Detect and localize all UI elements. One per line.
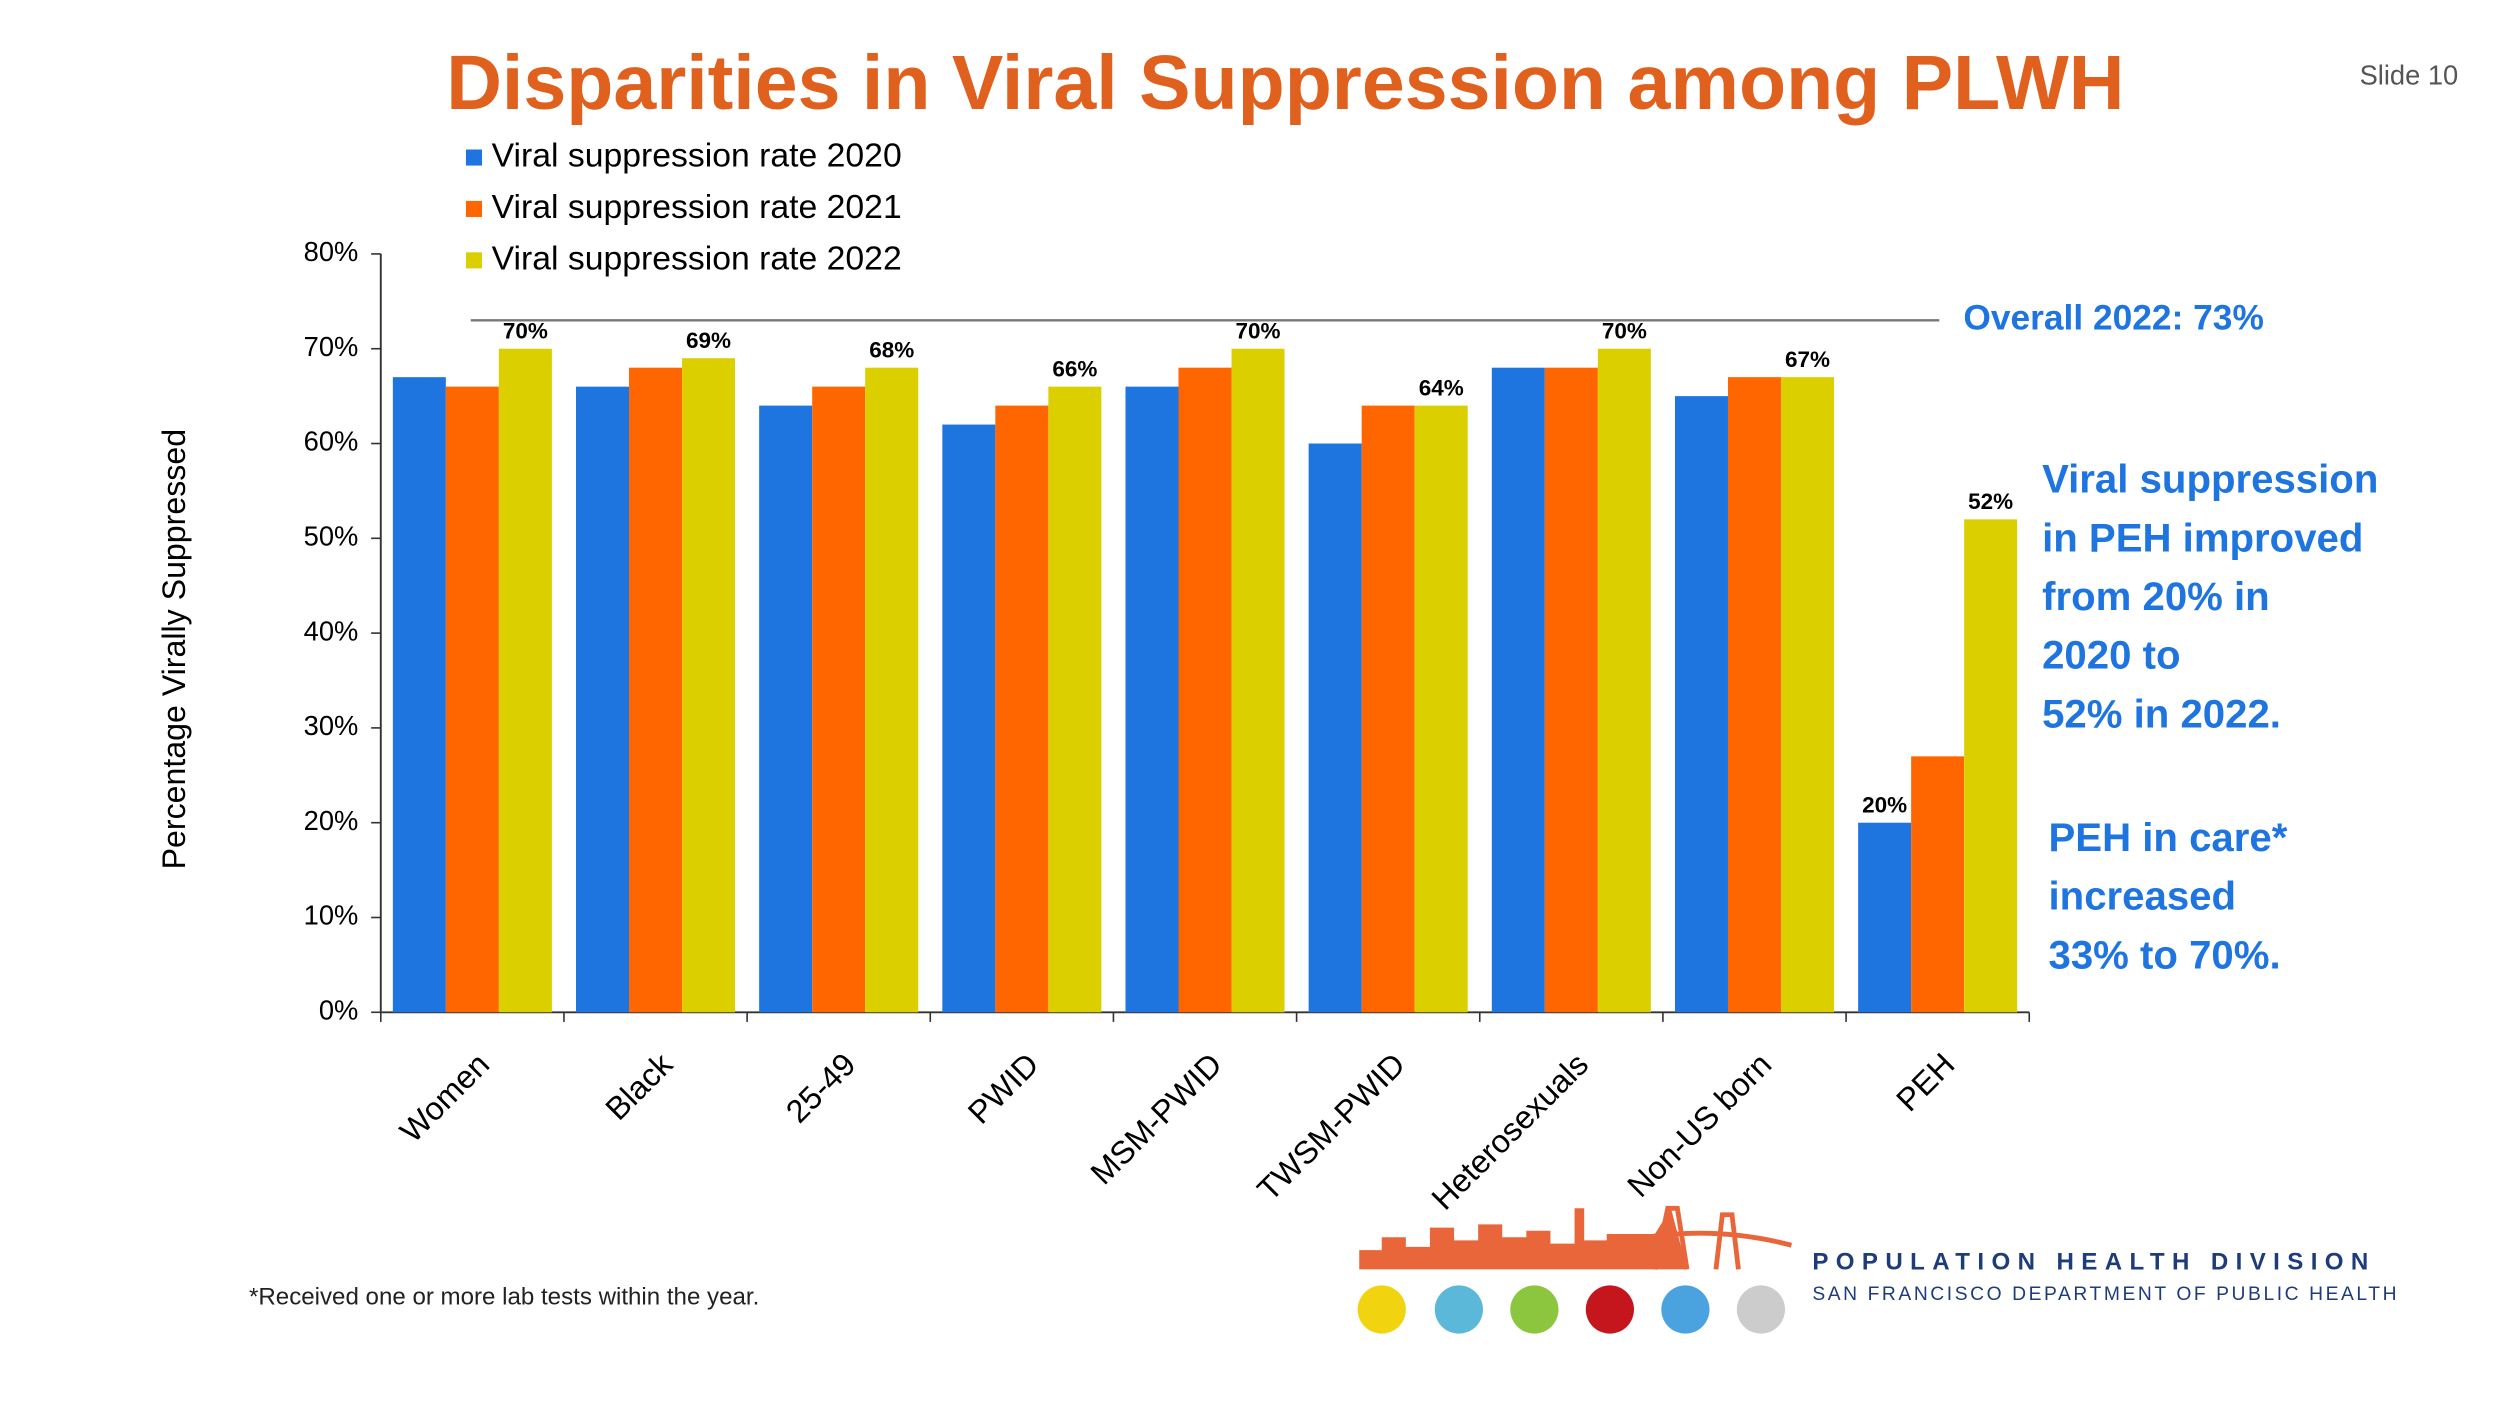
y-tick-label: 30% (304, 710, 359, 741)
x-tick-label: MSM-PWID (1083, 1046, 1228, 1191)
legend-swatch (465, 149, 483, 166)
reference-label: Overall 2022: 73% (1963, 299, 2264, 338)
bar (575, 386, 630, 1013)
logo-subtitle: SAN FRANCISCO DEPARTMENT OF PUBLIC HEALT… (1812, 1284, 2399, 1305)
logo-title: POPULATION HEALTH DIVISION (1812, 1248, 2375, 1275)
bar (1178, 367, 1232, 1013)
legend-label: Viral suppression rate 2020 (492, 136, 902, 174)
y-tick-label: 0% (319, 995, 358, 1026)
value-label: 20% (1862, 793, 1907, 818)
y-tick-label: 10% (304, 900, 359, 931)
bar (1911, 756, 1965, 1013)
x-tick-label: Women (393, 1046, 496, 1149)
legend-swatch (465, 200, 483, 217)
bar (1544, 367, 1598, 1013)
y-tick-label: 60% (304, 426, 359, 457)
bar (392, 377, 446, 1013)
bar (1858, 822, 1912, 1013)
bar (812, 386, 866, 1013)
icon (1736, 1285, 1786, 1334)
bar (995, 405, 1049, 1013)
x-tick-label: Black (598, 1045, 680, 1127)
value-label: 69% (686, 328, 731, 353)
footnote: *Received one or more lab tests within t… (249, 1284, 759, 1311)
chart-title: Disparities in Viral Suppression among P… (446, 40, 2124, 126)
bar (1361, 405, 1415, 1013)
bar (1964, 519, 2018, 1013)
bar (1414, 405, 1468, 1013)
bar (1727, 377, 1782, 1013)
value-label: 70% (503, 319, 548, 344)
annotation: from 20% in (2042, 574, 2270, 619)
bar (682, 358, 736, 1013)
annotation: 33% to 70%. (2049, 932, 2281, 977)
y-tick-label: 70% (304, 331, 359, 362)
legend-label: Viral suppression rate 2021 (492, 188, 902, 226)
annotation: 52% in 2022. (2042, 691, 2281, 736)
value-label: 52% (1968, 489, 2013, 514)
x-tick-label: TWSM-PWID (1250, 1046, 1412, 1208)
y-tick-label: 50% (304, 521, 359, 552)
bar (1597, 348, 1651, 1013)
y-axis-title: Percentage Virally Suppressed (156, 429, 192, 870)
bar (629, 367, 683, 1013)
bar (1048, 386, 1102, 1013)
logo: POPULATION HEALTH DIVISION SAN FRANCISCO… (1357, 1205, 2399, 1334)
skyline (1359, 1208, 1688, 1270)
x-tick-label: 25-49 (779, 1046, 863, 1130)
legend-swatch (465, 252, 483, 269)
value-label: 68% (869, 338, 914, 363)
annotation: PEH in care* (2049, 815, 2288, 860)
annotation: in PEH improved (2042, 515, 2363, 560)
bar (759, 405, 813, 1013)
bar (1308, 443, 1362, 1013)
icon (1357, 1285, 1406, 1334)
value-label: 67% (1785, 347, 1830, 372)
x-tick-label: PEH (1889, 1046, 1961, 1118)
slide-number: Slide 10 (2360, 59, 2459, 90)
icon (1585, 1285, 1634, 1334)
bar (1125, 386, 1179, 1013)
bar (942, 424, 996, 1013)
annotation: 2020 to (2042, 633, 2180, 678)
y-tick-label: 80% (304, 236, 359, 267)
bar (445, 386, 499, 1013)
y-tick-label: 20% (304, 805, 359, 836)
bridge (1606, 1205, 1793, 1270)
value-label: 70% (1602, 319, 1647, 344)
legend-label: Viral suppression rate 2022 (492, 239, 902, 277)
y-tick-label: 40% (304, 615, 359, 646)
annotation: Viral suppression (2042, 457, 2378, 502)
bar (1674, 396, 1728, 1013)
x-tick-label: PWID (961, 1046, 1046, 1131)
icon (1661, 1285, 1710, 1334)
value-label: 66% (1052, 357, 1097, 382)
x-tick-label: Non-US born (1620, 1046, 1778, 1204)
annotation: increased (2049, 874, 2237, 919)
icon (1434, 1285, 1483, 1334)
bar (1231, 348, 1285, 1013)
x-tick-label: Heterosexuals (1424, 1046, 1595, 1217)
bar (865, 367, 919, 1013)
bar (1491, 367, 1545, 1013)
icon (1510, 1285, 1559, 1334)
value-label: 64% (1419, 375, 1464, 400)
bar (1781, 377, 1835, 1013)
bar (498, 348, 552, 1013)
value-label: 70% (1236, 319, 1281, 344)
